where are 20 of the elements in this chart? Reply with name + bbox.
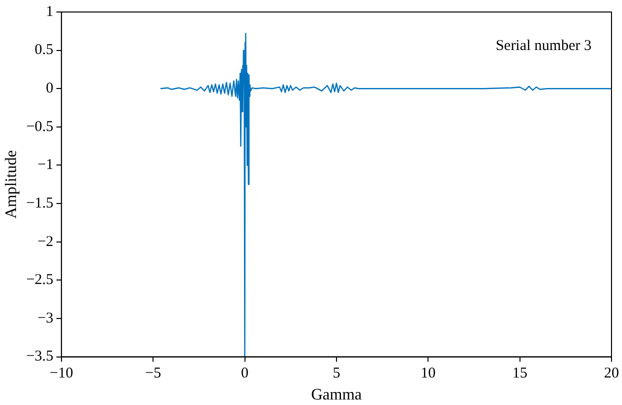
x-tick-label: −5 (145, 366, 162, 382)
y-tick-label: 0.5 (34, 42, 54, 58)
y-tick-label: 0 (46, 80, 54, 97)
y-axis-title: Amplitude (2, 150, 20, 219)
y-tick-label: −3 (37, 310, 54, 326)
x-tick-label: −10 (50, 366, 74, 382)
y-tick-label: −0.5 (26, 118, 54, 135)
x-axis-title: Gamma (311, 386, 362, 404)
x-tick-label: 20 (604, 366, 619, 382)
x-tick-label: 15 (512, 366, 528, 382)
x-tick-label: 0 (241, 366, 249, 382)
y-tick-label: −3.5 (26, 348, 54, 365)
y-tick-label: 1 (46, 4, 54, 20)
x-tick-label: 10 (420, 366, 436, 382)
y-tick-label: −1 (37, 157, 54, 174)
annotation: Serial number 3 (496, 38, 592, 54)
y-tick-label: −1.5 (26, 195, 54, 212)
y-tick-label: −2 (37, 234, 54, 250)
x-tick-label: 5 (332, 366, 340, 382)
y-tick-label: −2.5 (26, 272, 54, 288)
